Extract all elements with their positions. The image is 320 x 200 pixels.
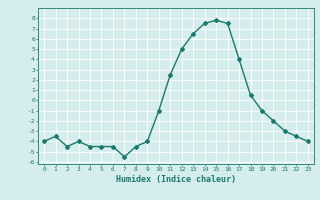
X-axis label: Humidex (Indice chaleur): Humidex (Indice chaleur) [116,175,236,184]
